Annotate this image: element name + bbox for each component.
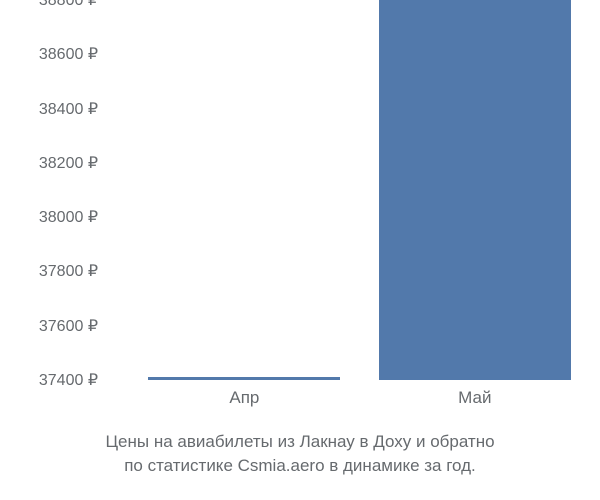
caption-line-1: Цены на авиабилеты из Лакнау в Доху и об…	[0, 430, 600, 454]
y-tick-label: 38400 ₽	[0, 99, 98, 119]
bar	[379, 0, 571, 380]
plot-area	[110, 0, 590, 380]
y-tick-label: 38200 ₽	[0, 153, 98, 173]
x-tick-label: Май	[458, 388, 491, 408]
y-tick-label: 37600 ₽	[0, 316, 98, 336]
y-axis: 37400 ₽37600 ₽37800 ₽38000 ₽38200 ₽38400…	[0, 0, 110, 380]
y-tick-label: 38600 ₽	[0, 44, 98, 64]
chart-caption: Цены на авиабилеты из Лакнау в Доху и об…	[0, 430, 600, 478]
caption-line-2: по статистике Csmia.aero в динамике за г…	[0, 454, 600, 478]
y-tick-label: 37800 ₽	[0, 261, 98, 281]
y-tick-label: 37400 ₽	[0, 370, 98, 390]
x-axis: Апр Май	[110, 380, 590, 410]
chart-container: 37400 ₽ 37600 ₽ 37800 ₽ 38000 ₽ 38200 ₽ 38400…	[0, 0, 600, 500]
x-tick-label: Апр	[229, 388, 259, 408]
y-tick-label: 38000 ₽	[0, 207, 98, 227]
y-tick-label: 38800 ₽	[0, 0, 98, 10]
chart-area: 37400 ₽ 37600 ₽ 37800 ₽ 38000 ₽ 38200 ₽ 38400…	[0, 0, 600, 410]
